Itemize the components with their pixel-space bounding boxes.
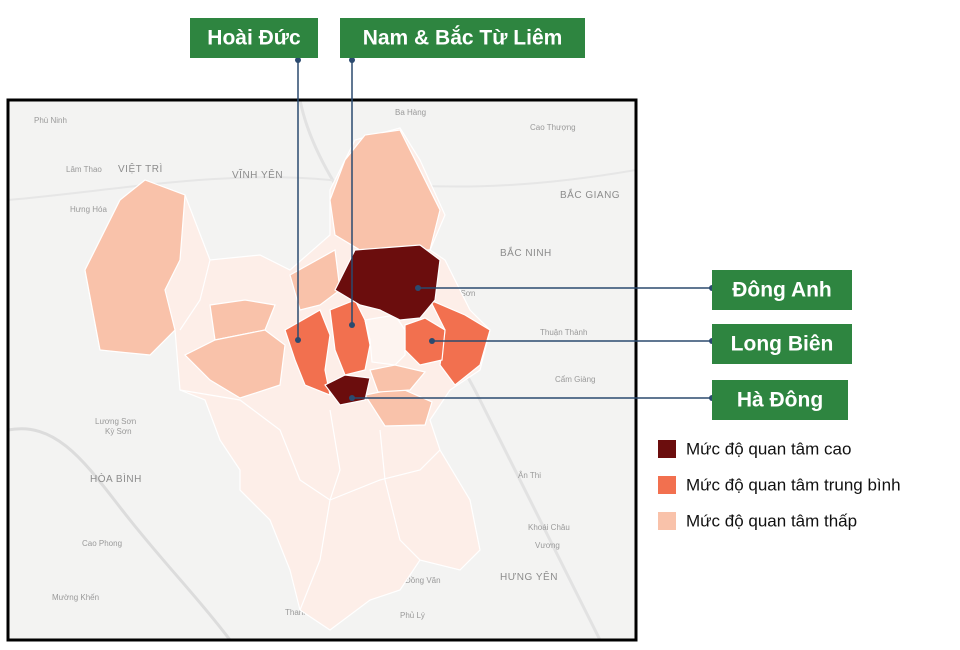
callout-label: Hà Đông: [737, 389, 823, 412]
place-label: Kỳ Sơn: [105, 427, 132, 436]
leader-dot: [295, 337, 301, 343]
legend-swatch: [658, 512, 676, 530]
callout-box: [190, 18, 318, 58]
road: [7, 169, 637, 201]
district-boundary: [299, 409, 341, 611]
district: [284, 309, 331, 396]
callouts: Hoài Đức Nam & Bắc Từ Liêm Đông Anh Long Bi…: [190, 18, 852, 420]
legend-label: Mức độ quan tâm trung bình: [686, 475, 901, 494]
legend-label: Mức độ quan tâm cao: [686, 439, 851, 458]
district: [183, 329, 286, 399]
place-label: Khoái Châu: [528, 523, 570, 532]
legend-label: Mức độ quan tâm thấp: [686, 511, 857, 530]
river: [7, 427, 232, 641]
place-label: Vương: [535, 541, 560, 550]
place-label: Lương Sơn: [95, 417, 136, 426]
callout-label: Đông Anh: [732, 279, 832, 302]
callout-label: Nam & Bắc Từ Liêm: [363, 26, 563, 50]
leader-dot: [349, 395, 355, 401]
district: [329, 129, 441, 251]
callout-box: [712, 270, 852, 310]
place-label: Cẩm Giàng: [555, 375, 595, 384]
place-label: Thuận Thành: [540, 328, 587, 337]
place-label: BẮC GIANG: [560, 188, 620, 201]
place-label: Ba Hàng: [395, 108, 426, 117]
callout-box: [712, 324, 852, 364]
place-label: Phủ Lý: [400, 611, 425, 620]
callout-box: [712, 380, 848, 420]
callout-label: Long Biên: [731, 333, 834, 356]
place-label: VIỆT TRÌ: [118, 162, 163, 175]
map-frame: [6, 98, 638, 642]
place-label: HƯNG YÊN: [500, 570, 558, 583]
district-boundary: [179, 389, 441, 501]
legend: Mức độ quan tâm cao Mức độ quan tâm trung…: [658, 439, 901, 530]
district: [209, 299, 276, 341]
map-panel: Phù Ninh VIỆT TRÌ VĨNH YÊN Ba Hàng Cao Thượn…: [6, 98, 638, 642]
place-label: Đồng Văn: [405, 576, 441, 585]
callout-box: [340, 18, 585, 58]
legend-swatch: [658, 476, 676, 494]
place-label: Hưng Hóa: [70, 205, 107, 214]
place-label: Mường Khến: [52, 593, 99, 602]
leader-dot: [295, 57, 301, 63]
place-label: BẮC NINH: [500, 246, 552, 259]
place-label: Lâm Thao: [66, 165, 102, 174]
district: [84, 179, 186, 356]
place-label: Cao Thượng: [530, 123, 576, 132]
leader-dot: [349, 57, 355, 63]
legend-swatch: [658, 440, 676, 458]
place-label: Phù Ninh: [34, 116, 67, 125]
leader-dot: [349, 322, 355, 328]
district: [364, 314, 406, 366]
district-boundary: [379, 429, 421, 561]
place-label: Ân Thi: [518, 471, 541, 480]
district: [369, 364, 427, 393]
district: [334, 244, 441, 321]
leader-dot: [429, 338, 435, 344]
callout-label: Hoài Đức: [207, 27, 301, 50]
leader-dot: [415, 285, 421, 291]
place-label: VĨNH YÊN: [232, 168, 283, 181]
place-label: HÒA BÌNH: [90, 472, 142, 485]
district-boundary: [179, 259, 211, 331]
place-label: Cao Phong: [82, 539, 122, 548]
